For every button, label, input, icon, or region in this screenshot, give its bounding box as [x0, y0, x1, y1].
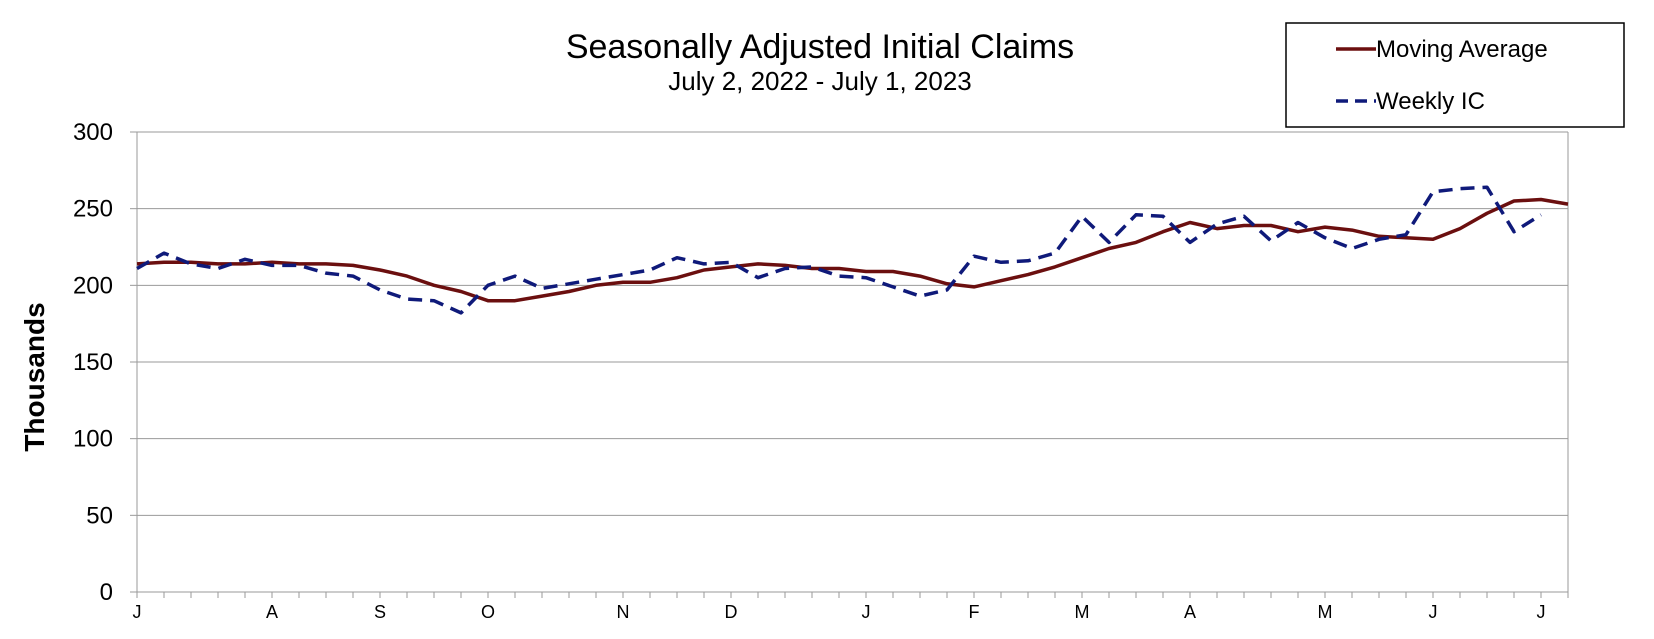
chart-title: Seasonally Adjusted Initial Claims [566, 28, 1074, 66]
y-tick-label: 300 [73, 119, 113, 146]
legend-box [1285, 22, 1625, 128]
chart-subtitle: July 2, 2022 - July 1, 2023 [668, 66, 972, 96]
x-tick-label: F [969, 602, 980, 622]
x-tick-label: O [481, 602, 495, 622]
x-tick-label: M [1075, 602, 1090, 622]
x-tick-label: J [1429, 602, 1438, 622]
x-tick-label: J [133, 602, 142, 622]
x-tick-label: J [1537, 602, 1546, 622]
series-line-weekly-ic [136, 185, 1542, 315]
x-tick-label: M [1318, 602, 1333, 622]
y-tick-label: 150 [73, 349, 113, 376]
legend: Moving Average Weekly IC [1285, 22, 1625, 128]
x-tick-label: A [266, 602, 278, 622]
y-tick-label: 100 [73, 426, 113, 453]
x-tick-label: D [725, 602, 738, 622]
x-tick-label: S [374, 602, 386, 622]
y-tick-label: 200 [73, 272, 113, 299]
x-tick-label: J [862, 602, 871, 622]
x-tick-label: N [617, 602, 630, 622]
x-tick-label: A [1184, 602, 1196, 622]
legend-label: Weekly IC [1376, 88, 1485, 115]
y-tick-label: 0 [100, 579, 113, 606]
axis-ticks: 0 50 100 150 200 250 300 J A S O N D J F M A M J J [73, 119, 1569, 622]
series-lines [136, 185, 1569, 315]
y-tick-label: 250 [73, 196, 113, 223]
y-tick-label: 50 [86, 502, 113, 529]
legend-label: Moving Average [1376, 36, 1548, 63]
series-line-moving-average [136, 197, 1569, 303]
gridlines [136, 131, 1569, 593]
y-axis-label: Thousands [19, 302, 50, 451]
